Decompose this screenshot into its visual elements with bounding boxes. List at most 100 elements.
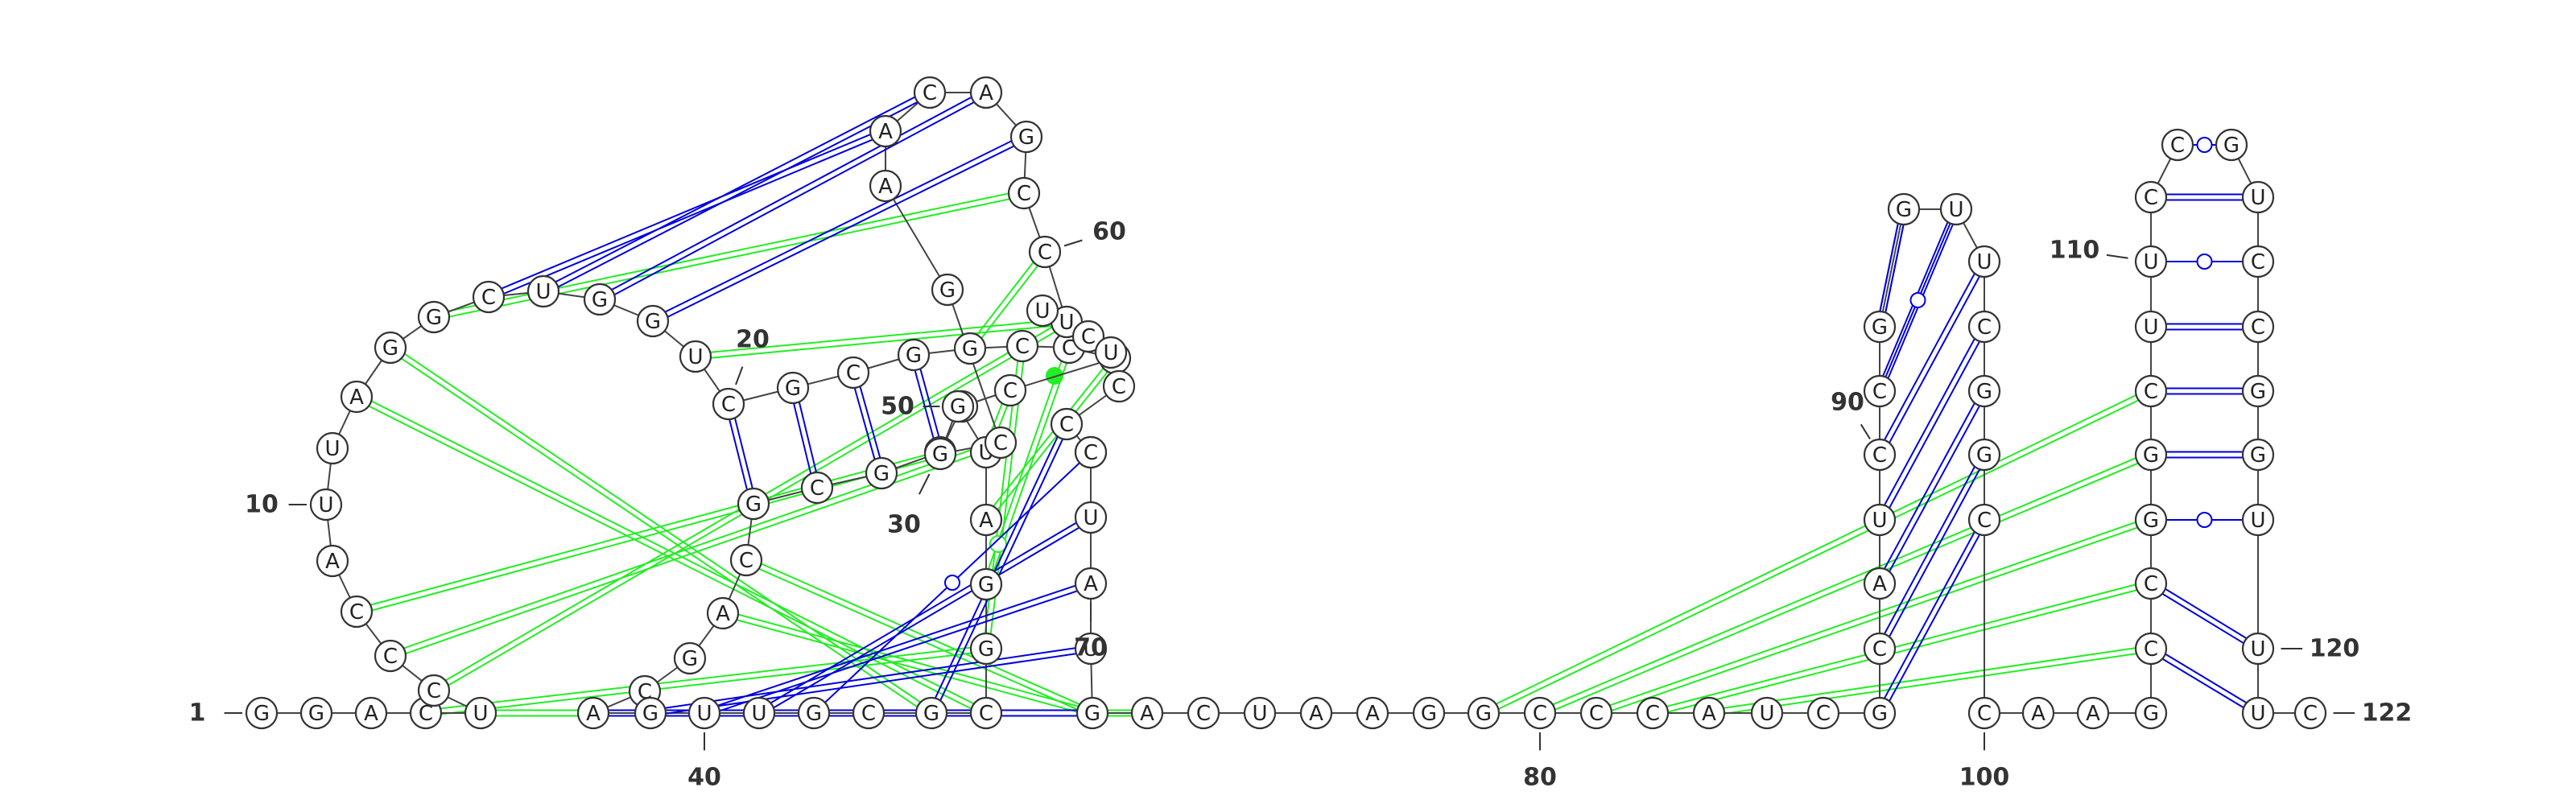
canonical-pair-line	[927, 423, 1065, 712]
nucleotide: A	[869, 114, 902, 148]
nucleotide-circle	[913, 76, 947, 109]
tertiary-interaction-line	[723, 609, 1094, 711]
tertiary-interaction-line	[1484, 393, 2153, 717]
nucleotide: C	[1187, 696, 1220, 730]
nucleotide-circle	[2293, 696, 2327, 730]
nucleotide-circle	[2241, 180, 2275, 214]
position-label: 10	[245, 491, 279, 519]
nucleotide: C	[2161, 128, 2194, 162]
nucleotide: C	[2293, 696, 2327, 730]
tertiary-interaction-layer	[354, 189, 2153, 717]
nucleotide-letter: G	[932, 443, 948, 467]
tertiary-interaction-line	[354, 398, 985, 717]
position-tick-layer	[224, 239, 2355, 751]
nucleotide-letter: U	[1034, 299, 1050, 324]
nucleotide: A	[1356, 696, 1389, 730]
nucleotide-letter: C	[810, 476, 824, 501]
nucleotide-circle	[634, 696, 667, 730]
nucleotide: C	[913, 76, 947, 109]
nucleotide-letter: A	[325, 550, 340, 574]
nucleotide: G	[1967, 374, 2001, 408]
nucleotide-letter: A	[2031, 702, 2046, 726]
nucleotide: C	[1863, 632, 1897, 666]
nucleotide-circle	[309, 488, 343, 521]
tertiary-interaction-line	[1540, 456, 2153, 717]
nucleotide-letter: U	[318, 493, 333, 517]
nucleotide: U	[464, 696, 497, 730]
nucleotide-letter: G	[785, 377, 801, 401]
nucleotide: G	[797, 696, 831, 730]
nucleotide: A	[1692, 696, 1726, 730]
nucleotide-circle	[1967, 438, 2001, 472]
nucleotide-circle	[374, 639, 407, 673]
canonical-pair-line	[1881, 328, 1988, 522]
tertiary-interaction-line	[357, 456, 942, 616]
nucleotide: C	[2134, 374, 2168, 408]
canonical-pair-line	[1876, 389, 1983, 583]
nucleotide: G	[931, 273, 964, 307]
tertiary-interaction-line	[1482, 387, 2150, 711]
nucleotide: C	[2134, 567, 2168, 600]
nucleotide: G	[417, 300, 451, 334]
nucleotide-letter: A	[349, 385, 364, 410]
nucleotide-letter: A	[1084, 572, 1098, 596]
nucleotide: C	[1967, 696, 2001, 730]
nucleotide-circle	[472, 280, 506, 314]
nucleotide-letter: U	[2250, 637, 2265, 662]
nucleotide: G	[1467, 696, 1501, 730]
nucleotide-letter: G	[950, 395, 966, 419]
nucleotide: U	[1967, 245, 2001, 278]
nucleotide-letter: G	[592, 288, 608, 312]
nucleotide: U	[2241, 696, 2275, 730]
nucleotide-circle	[1579, 696, 1613, 730]
nucleotide-letter: G	[906, 344, 922, 368]
nucleotide-letter: G	[426, 306, 442, 330]
nucleotide: G	[1887, 192, 1921, 226]
wobble-pair-marker	[2196, 137, 2213, 153]
nucleotide: A	[869, 169, 902, 203]
nucleotide-circle	[354, 696, 388, 730]
nucleotide-circle	[2241, 696, 2275, 730]
nucleotide-circle	[1102, 369, 1136, 403]
nucleotide-circle	[941, 390, 975, 423]
nucleotide: C	[1074, 435, 1108, 469]
nucleotide-letter: C	[979, 702, 993, 726]
canonical-pair-line	[910, 355, 939, 454]
canonical-pair-line	[651, 133, 1026, 319]
nucleotide-circle	[464, 696, 497, 730]
nucleotide-letter: U	[696, 702, 712, 726]
nucleotide-letter: G	[923, 702, 939, 726]
backbone-layer	[262, 92, 2310, 714]
canonical-pair-line	[757, 514, 1090, 711]
nucleotide: A	[1299, 696, 1333, 730]
nucleotide-circle	[1863, 696, 1897, 730]
nucleotide-circle	[1356, 696, 1389, 730]
nucleotide-letter: C	[1977, 315, 1992, 340]
nucleotide-letter: A	[878, 175, 893, 199]
nucleotide-circle	[923, 437, 957, 471]
nucleotide-circle	[1050, 407, 1084, 441]
nucleotide: C	[1967, 503, 2001, 537]
nucleotide: C	[1028, 235, 1062, 269]
position-label: 50	[881, 393, 914, 421]
nucleotide-letter: U	[1103, 341, 1118, 365]
nucleotide-letter: U	[1083, 637, 1098, 662]
nucleotide: C	[2241, 245, 2275, 278]
position-label: 20	[736, 326, 770, 354]
canonical-pair-line	[1881, 209, 1908, 328]
nucleotide: G	[897, 338, 931, 372]
wobble-pair-marker	[2196, 512, 2213, 528]
nucleotide-letter: C	[923, 81, 937, 105]
nucleotide: G	[634, 696, 667, 730]
nucleotide-letter: C	[1589, 702, 1604, 726]
canonical-pair-line	[933, 425, 1071, 715]
nucleotide-circle	[2241, 245, 2275, 278]
nucleotide-letter: A	[1365, 702, 1380, 726]
nucleotide-circle	[2134, 438, 2168, 472]
nucleotide: G	[1863, 696, 1897, 730]
nucleotide-circle	[800, 471, 834, 505]
nucleotide-letter: C	[1977, 509, 1992, 533]
tertiary-interaction-line	[695, 318, 1067, 355]
position-label: 122	[2362, 699, 2413, 728]
nucleotide-circle	[969, 632, 1003, 666]
